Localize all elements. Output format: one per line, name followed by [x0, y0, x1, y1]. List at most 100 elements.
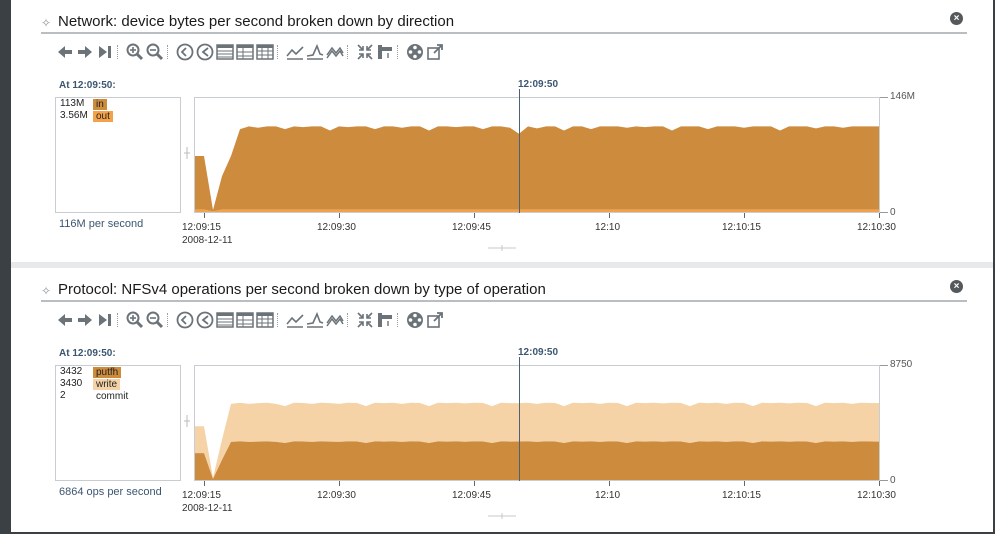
panel-title-bar: ✧ Protocol: NFSv4 operations per second … — [41, 280, 967, 302]
line-peak-icon[interactable] — [305, 310, 325, 330]
panel-toolbar — [55, 42, 615, 62]
table-alt-icon[interactable] — [235, 310, 255, 330]
x-tick — [744, 213, 745, 218]
x-tick — [609, 213, 610, 218]
line-peak-icon[interactable] — [305, 42, 325, 62]
x-tick — [204, 213, 205, 218]
legend-value: 3.56M — [60, 110, 88, 121]
x-tick-label: 12:09:15 — [182, 490, 221, 501]
film-reel-icon[interactable] — [405, 42, 425, 62]
plot-area[interactable] — [194, 365, 880, 481]
x-tick — [609, 481, 610, 486]
y-min-tick — [880, 212, 888, 213]
back-icon[interactable] — [55, 310, 75, 330]
cursor-time-label: At 12:09:50: — [59, 80, 116, 91]
table-icon[interactable] — [215, 310, 235, 330]
x-axis: 12:09:15 12:09:30 12:09:45 12:10 12:10:15 12:… — [182, 481, 896, 514]
clock-back-icon[interactable] — [195, 42, 215, 62]
y-max-label: 146M — [890, 91, 916, 102]
table-grid-icon[interactable] — [255, 310, 275, 330]
x-tick — [339, 213, 340, 218]
toolbar-separator — [347, 313, 348, 327]
skip-end-icon[interactable] — [95, 42, 115, 62]
x-tick-label: 12:09:30 — [317, 222, 356, 233]
time-cursor-line[interactable] — [519, 89, 520, 213]
zoom-in-icon[interactable] — [125, 310, 145, 330]
clock-back-icon[interactable] — [195, 310, 215, 330]
close-panel-button[interactable]: × — [950, 12, 963, 25]
film-reel-icon[interactable] — [405, 310, 425, 330]
x-tick-label: 12:10:15 — [722, 490, 761, 501]
legend-value: 2 — [60, 390, 66, 401]
x-tick-label: 12:09:45 — [452, 490, 491, 501]
toolbar-separator — [397, 45, 398, 59]
legend-item-commit[interactable]: 2 commit — [56, 390, 180, 402]
legend-item-write[interactable]: 3430 write — [56, 378, 180, 390]
x-tick-label: 12:09:15 — [182, 222, 221, 233]
toolbar-separator — [117, 313, 118, 327]
horizontal-drag-handle-icon[interactable] — [488, 506, 516, 519]
drill-icon[interactable] — [375, 310, 395, 330]
toolbar-separator — [397, 313, 398, 327]
skip-end-icon[interactable] — [95, 310, 115, 330]
shrink-icon[interactable] — [355, 42, 375, 62]
zoom-out-icon[interactable] — [145, 310, 165, 330]
export-icon[interactable] — [425, 42, 445, 62]
time-cursor-line[interactable] — [519, 357, 520, 481]
x-axis: 12:09:15 12:09:30 12:09:45 12:10 12:10:15 12:… — [182, 213, 896, 246]
x-tick — [879, 213, 880, 218]
legend-item-out[interactable]: 3.56M out — [56, 110, 180, 122]
horizontal-drag-handle-icon[interactable] — [488, 238, 516, 251]
drill-icon[interactable] — [375, 42, 395, 62]
time-cursor-label: 12:09:50 — [518, 79, 559, 90]
series-area-out — [195, 209, 879, 212]
close-panel-button[interactable]: × — [950, 280, 963, 293]
line-chart-icon[interactable] — [285, 310, 305, 330]
y-min-tick — [880, 480, 888, 481]
y-min-label: 0 — [890, 207, 896, 218]
x-tick — [204, 481, 205, 486]
area-chart — [195, 126, 879, 212]
time-cursor-label: 12:09:50 — [518, 347, 559, 358]
x-axis-date: 2008-12-11 — [182, 235, 233, 246]
toolbar-separator — [167, 45, 168, 59]
protocol-panel: ✧ Protocol: NFSv4 operations per second … — [11, 268, 993, 534]
resize-handle-icon[interactable] — [183, 146, 191, 159]
x-tick — [339, 481, 340, 486]
panel-toolbar — [55, 310, 615, 330]
drag-move-icon[interactable]: ✧ — [41, 16, 52, 30]
series-area-putfh — [195, 441, 879, 480]
plot-area[interactable] — [194, 97, 880, 213]
clock-forward-icon[interactable] — [175, 42, 195, 62]
forward-icon[interactable] — [75, 42, 95, 62]
legend-name: out — [93, 111, 113, 122]
panel-title: Protocol: NFSv4 operations per second br… — [58, 281, 546, 298]
export-icon[interactable] — [425, 310, 445, 330]
table-alt-icon[interactable] — [235, 42, 255, 62]
resize-handle-icon[interactable] — [183, 414, 191, 427]
toolbar-separator — [117, 45, 118, 59]
legend-value: 3430 — [60, 378, 83, 389]
back-icon[interactable] — [55, 42, 75, 62]
mountain-chart-icon[interactable] — [325, 42, 345, 62]
zoom-out-icon[interactable] — [145, 42, 165, 62]
table-icon[interactable] — [215, 42, 235, 62]
forward-icon[interactable] — [75, 310, 95, 330]
table-grid-icon[interactable] — [255, 42, 275, 62]
legend-item-in[interactable]: 113M in — [56, 98, 180, 110]
line-chart-icon[interactable] — [285, 42, 305, 62]
clock-forward-icon[interactable] — [175, 310, 195, 330]
rate-label: 116M per second — [59, 218, 144, 230]
x-tick-label: 12:09:45 — [452, 222, 491, 233]
mountain-chart-icon[interactable] — [325, 310, 345, 330]
x-tick-label: 12:10 — [595, 222, 621, 233]
drag-move-icon[interactable]: ✧ — [41, 284, 52, 298]
shrink-icon[interactable] — [355, 310, 375, 330]
toolbar-separator — [277, 45, 278, 59]
toolbar-separator — [277, 313, 278, 327]
series-area-in — [195, 126, 879, 212]
x-tick — [879, 481, 880, 486]
zoom-in-icon[interactable] — [125, 42, 145, 62]
x-tick — [744, 481, 745, 486]
legend-item-putfh[interactable]: 3432 putfh — [56, 366, 180, 378]
